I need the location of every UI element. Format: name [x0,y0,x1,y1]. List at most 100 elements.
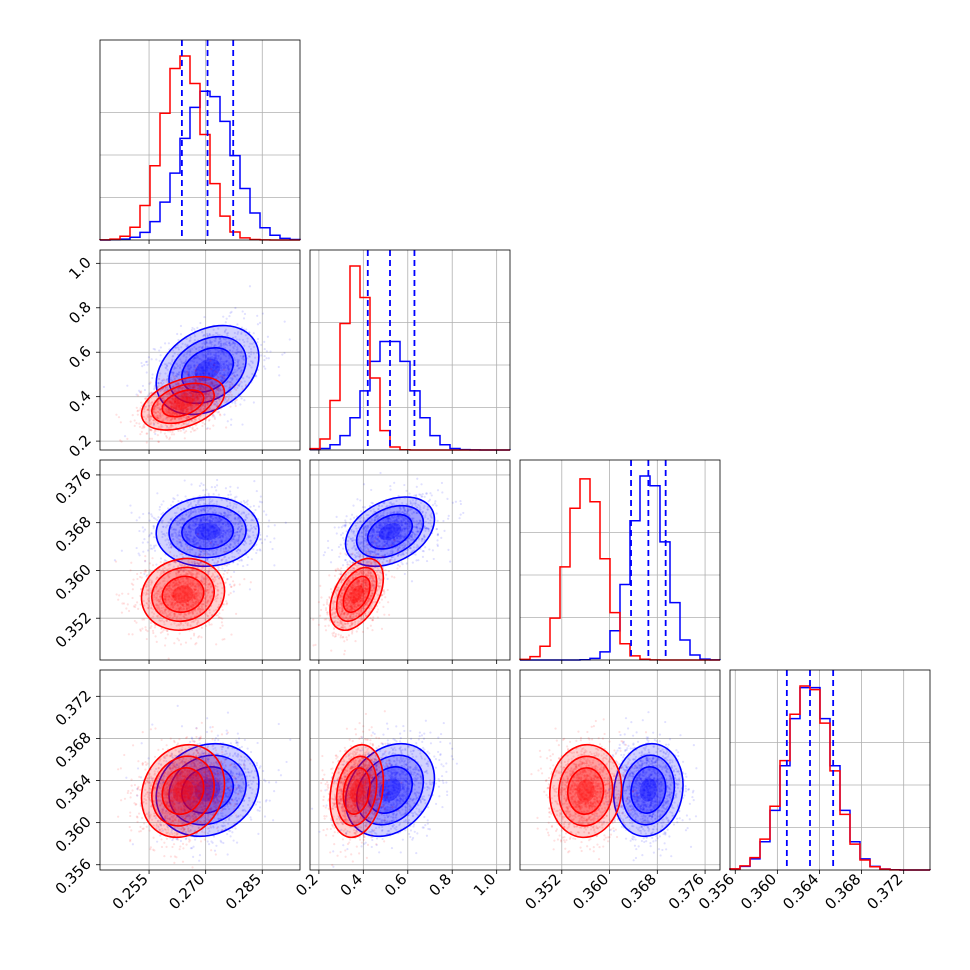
sample-point [219,626,222,630]
sample-point [209,383,212,387]
sample-point [205,354,208,357]
sample-point [198,494,201,498]
sample-point [151,373,154,376]
sample-point [200,369,203,372]
sample-point [242,354,245,357]
sample-point [166,364,169,367]
sample-point [173,400,177,403]
sample-point [245,328,248,331]
sample-point [212,364,215,367]
sample-point [200,395,203,398]
density-fill-series-0 [169,336,247,404]
sample-point [138,516,141,519]
sample-point [182,391,185,395]
sample-point [219,389,222,392]
sample-point [186,367,190,370]
sample-point [216,478,219,482]
sample-point [189,403,192,407]
sample-point [227,368,230,371]
sample-point [175,375,179,378]
sample-point [201,421,204,424]
sample-point [233,385,236,388]
sample-point [176,373,179,376]
sample-point [204,392,207,396]
sample-point [258,500,262,503]
sample-point [149,381,152,384]
sample-point [205,368,208,371]
sample-point [213,354,216,357]
sample-point [156,406,159,410]
sample-point [222,375,225,378]
sample-point [220,366,223,369]
sample-point [199,395,202,398]
sample-point [237,359,241,362]
sample-point [241,423,244,426]
sample-point [170,406,173,410]
sample-point [207,363,211,366]
sample-point [173,400,176,403]
sample-point [164,417,167,420]
sample-point [222,350,225,353]
sample-point [169,407,172,411]
sample-point [207,492,210,495]
sample-point [224,381,227,385]
sample-point [219,364,222,367]
sample-point [181,392,184,396]
sample-point [183,392,186,395]
sample-point [215,366,218,369]
sample-point [170,409,174,412]
sample-point [147,356,151,359]
panels-layer: 0.255 0.270 0.285 0.2 0.4 0.6 0.8 1.0 0.352 0.360… [52,39,931,913]
sample-point [198,357,201,360]
sample-point [185,385,188,388]
sample-point [194,347,198,351]
sample-point [193,385,197,389]
sample-point [213,362,217,365]
sample-point [243,340,246,344]
sample-point [187,372,190,375]
sample-point [220,366,223,370]
sample-point [217,388,220,392]
sample-point [180,410,184,413]
sample-point [197,400,200,403]
sample-point [200,384,203,388]
sample-point [242,499,245,503]
sample-point [195,373,198,377]
sample-point [176,411,180,414]
sample-point [186,401,189,404]
sample-point [167,408,171,411]
sample-point [191,415,194,418]
sample-point [200,363,203,366]
sample-point [183,391,186,395]
sample-point [192,385,195,388]
sample-point [173,367,176,370]
sample-point [142,530,145,533]
sample-point [265,535,269,538]
sample-point [209,356,212,359]
sample-point [149,428,152,431]
sample-point [177,338,180,342]
sample-point [155,386,158,389]
sample-point [153,419,156,422]
sample-point [181,381,184,385]
sample-point [138,554,141,557]
sample-point [189,349,192,352]
sample-point [176,382,179,385]
sample-point [192,377,195,381]
sample-point [229,381,233,384]
sample-point [148,533,151,537]
sample-point [226,571,229,574]
sample-point [209,396,212,399]
sample-point [229,385,232,388]
sample-point [173,390,176,393]
sample-point [146,401,149,404]
sample-point [191,386,195,390]
sample-point [209,352,212,355]
sample-point [167,411,170,414]
sample-point [159,424,163,427]
sample-point [201,381,204,384]
sample-point [151,547,154,550]
sample-point [251,360,254,363]
sample-point [251,361,254,365]
sample-point [163,644,167,647]
